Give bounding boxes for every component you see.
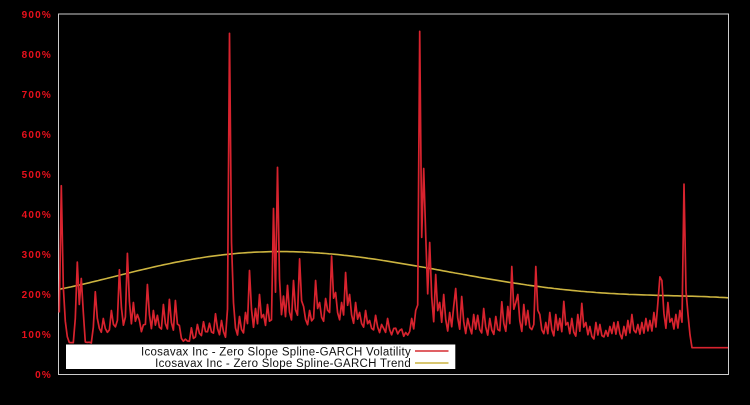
svg-text:300%: 300% <box>22 250 52 261</box>
svg-text:Icosavax Inc - Zero Slope Spli: Icosavax Inc - Zero Slope Spline-GARCH V… <box>141 347 411 359</box>
svg-text:100%: 100% <box>22 330 52 341</box>
svg-text:200%: 200% <box>22 290 52 301</box>
svg-text:Icosavax Inc - Zero Slope Spli: Icosavax Inc - Zero Slope Spline-GARCH T… <box>155 358 411 370</box>
svg-text:800%: 800% <box>22 50 52 61</box>
svg-text:500%: 500% <box>22 170 52 181</box>
svg-text:900%: 900% <box>22 10 52 21</box>
svg-text:400%: 400% <box>22 210 52 221</box>
svg-text:600%: 600% <box>22 130 52 141</box>
svg-text:700%: 700% <box>22 90 52 101</box>
svg-text:0%: 0% <box>35 370 52 381</box>
